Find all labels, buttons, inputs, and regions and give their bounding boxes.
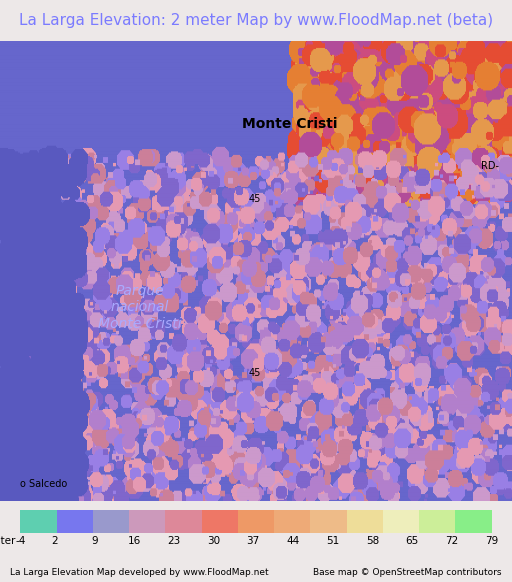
Text: 2: 2	[51, 536, 58, 546]
Bar	[347, 510, 383, 533]
Text: La Larga Elevation Map developed by www.FloodMap.net: La Larga Elevation Map developed by www.…	[10, 568, 269, 577]
Text: o Salcedo: o Salcedo	[20, 479, 67, 489]
Bar	[129, 510, 165, 533]
Text: 45: 45	[249, 194, 261, 204]
Bar	[20, 510, 57, 533]
Text: 58: 58	[366, 536, 379, 546]
Text: 30: 30	[207, 536, 220, 546]
Bar	[274, 510, 310, 533]
Text: meter: meter	[0, 536, 16, 546]
Bar	[419, 510, 455, 533]
Text: La Larga Elevation: 2 meter Map by www.FloodMap.net (beta): La Larga Elevation: 2 meter Map by www.F…	[19, 13, 493, 28]
Bar	[202, 510, 238, 533]
Text: 45: 45	[249, 368, 261, 378]
Text: 16: 16	[127, 536, 141, 546]
Bar	[310, 510, 347, 533]
Text: 51: 51	[326, 536, 339, 546]
Bar	[455, 510, 492, 533]
Bar	[57, 510, 93, 533]
Bar	[93, 510, 129, 533]
Text: 23: 23	[167, 536, 180, 546]
Text: RD-: RD-	[481, 161, 499, 172]
Bar	[383, 510, 419, 533]
Bar	[165, 510, 202, 533]
Text: Base map © OpenStreetMap contributors: Base map © OpenStreetMap contributors	[313, 568, 502, 577]
Text: Monte Cristi: Monte Cristi	[242, 116, 338, 130]
Text: -4: -4	[15, 536, 26, 546]
Text: Parque
nacional
Monte Cristi: Parque nacional Monte Cristi	[98, 284, 182, 331]
Text: 65: 65	[406, 536, 419, 546]
Bar	[238, 510, 274, 533]
Text: 44: 44	[286, 536, 300, 546]
Text: 72: 72	[445, 536, 458, 546]
Text: 9: 9	[91, 536, 98, 546]
Text: 79: 79	[485, 536, 498, 546]
Text: 37: 37	[247, 536, 260, 546]
